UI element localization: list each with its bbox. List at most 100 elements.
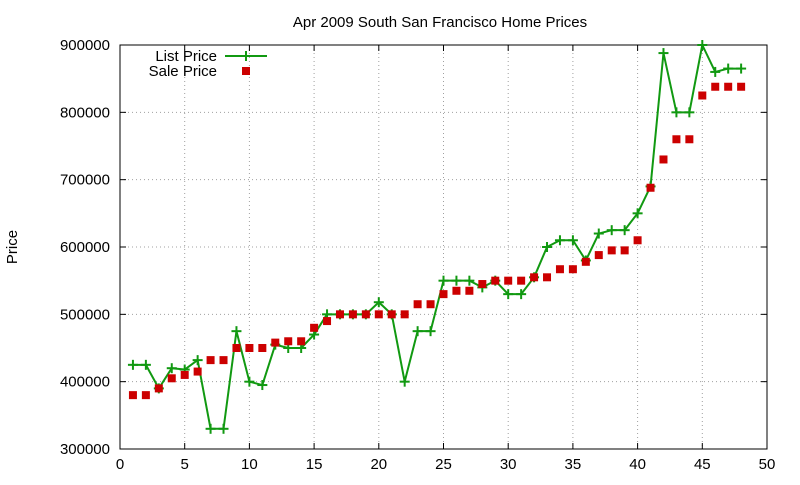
series-layer: [127, 40, 747, 434]
data-point: [257, 380, 268, 391]
data-point: [711, 82, 720, 91]
data-point: [685, 135, 694, 144]
data-point: [399, 376, 410, 387]
data-point: [517, 276, 526, 285]
data-point: [193, 367, 202, 376]
data-point: [659, 155, 668, 164]
data-point: [373, 297, 384, 308]
legend-item: Sale Price: [149, 63, 250, 80]
data-point: [594, 251, 603, 260]
legend-item: List Price: [155, 48, 267, 65]
x-tick-label: 10: [241, 456, 258, 473]
data-point: [438, 275, 449, 286]
data-point: [737, 82, 746, 91]
legend-marker: [241, 51, 251, 61]
data-point: [387, 310, 396, 319]
legend-label: Sale Price: [149, 63, 217, 80]
data-point: [141, 391, 150, 400]
tick-labels: 0 5 10 15 20 25 30 35 40 45 50 300000 400000 500000 60…: [60, 37, 775, 473]
data-point: [127, 359, 138, 370]
series-1: [128, 82, 746, 400]
data-point: [284, 337, 293, 346]
legend-marker: [242, 67, 250, 75]
x-tick-label: 15: [306, 456, 323, 473]
data-point: [684, 107, 695, 118]
y-axis-label: Price: [4, 230, 21, 264]
data-point: [218, 423, 229, 434]
data-point: [581, 257, 590, 266]
data-point: [568, 265, 577, 274]
data-point: [297, 337, 306, 346]
data-point: [543, 273, 552, 282]
y-tick-label: 300000: [60, 441, 110, 458]
data-point: [606, 225, 617, 236]
data-point: [736, 63, 747, 74]
series-0: [127, 40, 747, 434]
data-point: [671, 107, 682, 118]
data-point: [244, 376, 255, 387]
data-point: [361, 310, 370, 319]
data-point: [348, 310, 357, 319]
x-tick-label: 40: [629, 456, 646, 473]
data-point: [400, 310, 409, 319]
data-point: [542, 242, 553, 252]
data-point: [503, 289, 514, 300]
data-point: [723, 63, 734, 74]
data-point: [205, 423, 216, 434]
data-point: [607, 246, 616, 255]
x-tick-label: 5: [181, 456, 189, 473]
data-point: [231, 326, 242, 337]
data-point: [491, 276, 500, 285]
y-tick-label: 600000: [60, 239, 110, 256]
data-point: [425, 326, 436, 337]
data-point: [167, 374, 176, 383]
data-point: [374, 310, 383, 319]
data-point: [698, 91, 707, 100]
plot-frame: [119, 44, 768, 450]
data-point: [658, 48, 669, 59]
y-tick-label: 900000: [60, 37, 110, 54]
chart-title: Apr 2009 South San Francisco Home Prices: [293, 14, 587, 31]
data-point: [646, 183, 655, 192]
data-point: [271, 338, 280, 347]
data-point: [451, 275, 462, 286]
y-tick-label: 400000: [60, 374, 110, 391]
series-line: [132, 44, 742, 430]
data-point: [426, 300, 435, 309]
x-tick-label: 30: [500, 456, 517, 473]
data-point: [555, 265, 564, 274]
data-point: [310, 323, 319, 332]
data-point: [593, 228, 604, 239]
data-point: [632, 208, 643, 219]
data-point: [180, 370, 189, 379]
x-tick-label: 45: [694, 456, 711, 473]
x-tick-label: 50: [759, 456, 776, 473]
data-point: [697, 40, 708, 50]
data-point: [619, 225, 630, 236]
x-tick-label: 35: [565, 456, 582, 473]
data-point: [232, 344, 241, 352]
data-point: [192, 355, 203, 366]
data-point: [335, 310, 344, 319]
data-point: [567, 235, 578, 246]
data-point: [633, 236, 642, 245]
x-tick-label: 20: [370, 456, 387, 473]
y-tick-label: 500000: [60, 306, 110, 323]
data-point: [504, 276, 513, 285]
data-point: [166, 363, 177, 374]
data-point: [554, 235, 565, 246]
data-point: [219, 356, 228, 365]
y-tick-label: 700000: [60, 172, 110, 189]
data-point: [710, 66, 721, 77]
data-point: [465, 286, 474, 295]
data-point: [413, 300, 422, 309]
data-point: [323, 317, 332, 326]
data-point: [439, 290, 448, 299]
y-tick-label: 800000: [60, 104, 110, 121]
data-point: [620, 246, 629, 255]
data-point: [412, 326, 423, 337]
grid-layer: [120, 45, 767, 449]
